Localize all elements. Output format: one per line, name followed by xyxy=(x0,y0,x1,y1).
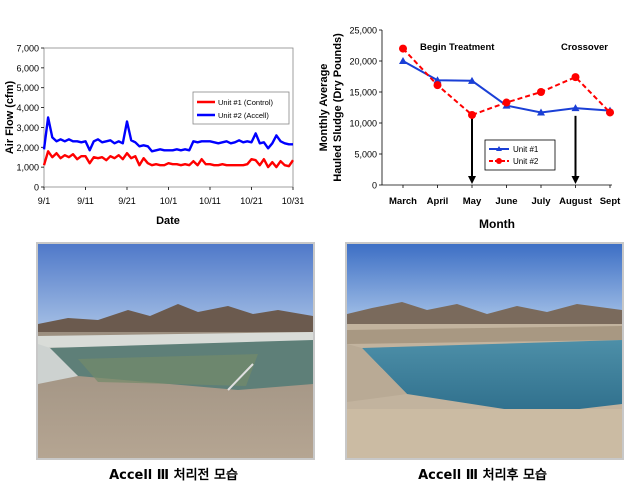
sludge-legend-label-unit1: Unit #1 xyxy=(513,145,539,154)
airflow-x-tick-label: 9/1 xyxy=(38,196,51,206)
sludge-y-tick-label: 0 xyxy=(372,181,377,191)
airflow-y-tick-label: 6,000 xyxy=(16,63,39,73)
sludge-y-tick-label: 20,000 xyxy=(349,57,377,67)
sludge-x-tick-label: July xyxy=(531,196,551,207)
airflow-x-tick-label: 10/21 xyxy=(240,196,263,206)
airflow-y-tick-label: 0 xyxy=(34,183,39,193)
sludge-point-unit1 xyxy=(468,76,476,84)
airflow-series-unit1-line xyxy=(42,150,294,169)
airflow-x-axis-label: Date xyxy=(156,215,180,227)
airflow-y-tick-label: 2,000 xyxy=(16,143,39,153)
sludge-x-tick-label: May xyxy=(463,196,482,207)
sludge-legend-marker-unit1 xyxy=(496,146,502,151)
sludge-point-unit1 xyxy=(433,76,442,84)
sludge-point-unit2 xyxy=(571,73,580,82)
airflow-x-tick-label: 9/11 xyxy=(77,196,94,206)
sludge-point-unit1 xyxy=(399,57,407,64)
sludge-legend-label-unit2: Unit #2 xyxy=(513,157,539,166)
airflow-legend-label: Unit #1 (Control) xyxy=(218,98,274,107)
before-treatment-photo xyxy=(36,242,315,460)
sludge-point-unit2 xyxy=(468,110,476,119)
airflow-y-tick-label: 1,000 xyxy=(16,163,39,173)
sludge-legend-box xyxy=(484,139,556,171)
caption-after: Accell Ⅲ 처리후 모습 xyxy=(418,468,547,483)
sludge-point-unit1 xyxy=(571,104,580,112)
sludge-y-tick-label: 10,000 xyxy=(349,119,377,129)
sludge-arrow-head xyxy=(571,176,580,184)
sludge-point-unit2 xyxy=(502,98,511,107)
sludge-point-unit2 xyxy=(433,81,442,90)
sludge-annotation-crossover: Crossover xyxy=(561,42,608,53)
airflow-x-tick-label: 10/11 xyxy=(199,196,221,206)
airflow-y-tick-label: 4,000 xyxy=(16,103,39,113)
sludge-x-tick-label: August xyxy=(559,196,593,207)
sludge-point-unit2 xyxy=(399,44,407,53)
sludge-x-tick-label: June xyxy=(495,196,517,207)
sludge-y-axis-label-line2: Hauled Sludge (Dry Pounds) xyxy=(332,33,344,182)
sludge-chart: 0 5,000 10,000 15,000 20,000 25,000 March April… xyxy=(318,26,621,232)
sludge-x-tick-label: April xyxy=(427,196,449,207)
sludge-point-unit2 xyxy=(537,88,545,96)
airflow-y-axis-label: Air Flow (cfm) xyxy=(4,81,16,155)
airflow-y-tick-label: 7,000 xyxy=(16,44,39,54)
sludge-x-tick-label: March xyxy=(389,196,417,207)
airflow-y-tick-label: 3,000 xyxy=(16,123,39,133)
airflow-x-tick-label: 10/31 xyxy=(282,196,305,206)
sludge-y-tick-label: 15,000 xyxy=(349,88,377,98)
sludge-point-unit2 xyxy=(606,108,614,117)
sludge-x-axis-label: Month xyxy=(479,217,515,231)
sludge-x-tick-label: Sept xyxy=(600,196,621,207)
airflow-series-unit2-line xyxy=(42,116,293,153)
sludge-y-tick-label: 25,000 xyxy=(349,26,377,36)
sludge-annotation-begin: Begin Treatment xyxy=(420,42,495,53)
sludge-legend-marker-unit2 xyxy=(496,158,502,164)
sludge-y-axis-label-line1: Monthly Average xyxy=(318,64,330,152)
airflow-y-tick-label: 5,000 xyxy=(16,83,39,93)
airflow-x-tick-label: 9/21 xyxy=(118,196,136,206)
sludge-y-tick-label: 5,000 xyxy=(354,150,377,160)
sludge-arrow-head xyxy=(468,176,476,184)
sludge-point-unit1 xyxy=(537,108,545,116)
airflow-legend-label: Unit #2 (Accell) xyxy=(218,111,269,120)
caption-before: Accell Ⅲ 처리전 모습 xyxy=(109,468,238,483)
after-treatment-photo xyxy=(345,242,624,460)
airflow-chart: 0 1,000 2,000 3,000 4,000 5,000 6,000 7,000 9/1 9… xyxy=(4,44,305,228)
airflow-legend-box xyxy=(192,91,290,125)
airflow-x-tick-label: 10/1 xyxy=(160,196,178,206)
